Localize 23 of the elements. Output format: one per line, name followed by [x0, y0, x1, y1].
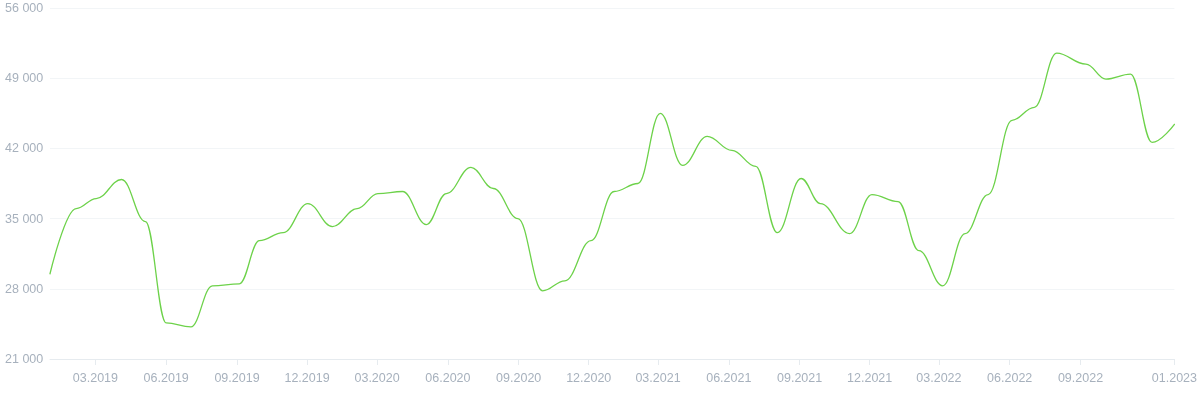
- x-tick-label: 12.2020: [566, 370, 612, 385]
- x-tick-label: 09.2022: [1057, 370, 1104, 385]
- y-tick-label: 28 000: [5, 281, 44, 296]
- y-tick-label: 35 000: [5, 211, 44, 226]
- x-tick-label: 03.2020: [354, 370, 400, 385]
- y-tick-label: 49 000: [5, 71, 44, 86]
- x-tick-label: 03.2022: [916, 370, 962, 385]
- x-tick-label: 03.2021: [635, 370, 681, 385]
- y-tick-label: 21 000: [5, 352, 44, 366]
- line-series: [49, 52, 1176, 328]
- x-tick-label: 06.2020: [425, 370, 471, 385]
- x-tick-label: 09.2019: [214, 370, 260, 385]
- y-tick-label: 42 000: [5, 141, 44, 156]
- x-tick-label: 12.2019: [284, 370, 330, 385]
- x-tick-label: 12.2021: [847, 370, 893, 385]
- x-tick-label: 06.2019: [143, 370, 189, 385]
- x-tick-label: 09.2020: [496, 370, 542, 385]
- y-tick-label: 56 000: [5, 1, 44, 15]
- x-tick-label: 03.2019: [72, 370, 119, 385]
- x-tick-label: 01.2023: [1151, 370, 1198, 385]
- x-tick-label: 06.2021: [706, 370, 752, 385]
- x-tick-label: 09.2021: [777, 370, 823, 385]
- x-tick-label: 06.2022: [987, 370, 1033, 385]
